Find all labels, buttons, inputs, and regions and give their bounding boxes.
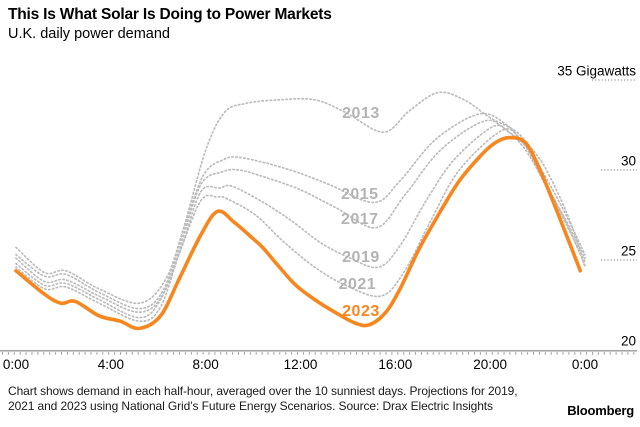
x-tick-label-6: 0:00 (572, 357, 598, 372)
demand-curve-2017 (15, 119, 586, 314)
chart-title: This Is What Solar Is Doing to Power Mar… (8, 6, 332, 23)
footnote-line-2: 2021 and 2023 using National Grid’s Futu… (8, 399, 493, 413)
year-label-2023: 2023 (342, 303, 380, 320)
x-tick-label-1: 4:00 (98, 357, 124, 372)
footnote-line-1: Chart shows demand in each half-hour, av… (8, 384, 518, 398)
y-tick-label-30: 30 (621, 154, 636, 169)
demand-curve-2015 (15, 112, 586, 310)
x-tick-label-5: 20:00 (473, 357, 507, 372)
x-tick-label-2: 8:00 (193, 357, 219, 372)
x-tick-label-3: 12:00 (284, 357, 318, 372)
x-tick-label-4: 16:00 (378, 357, 412, 372)
year-label-2019: 2019 (342, 249, 380, 266)
year-label-2017: 2017 (341, 211, 379, 228)
y-tick-label-20: 20 (621, 334, 636, 349)
demand-curve-2013 (15, 91, 586, 305)
y-tick-label-35: 35 Gigawatts (557, 64, 636, 79)
year-label-2021: 2021 (339, 276, 377, 293)
year-label-2013: 2013 (342, 105, 380, 122)
demand-curve-2023 (14, 135, 583, 331)
demand-curve-2019 (15, 124, 586, 319)
chart-subtitle: U.K. daily power demand (8, 26, 170, 42)
chart-footnote: Chart shows demand in each half-hour, av… (8, 384, 553, 414)
year-label-2015: 2015 (341, 186, 379, 203)
y-tick-label-25: 25 (621, 244, 636, 259)
x-tick-label-0: 0:00 (3, 357, 29, 372)
bloomberg-logo: Bloomberg (567, 403, 634, 418)
demand-curve-2021 (15, 128, 586, 323)
